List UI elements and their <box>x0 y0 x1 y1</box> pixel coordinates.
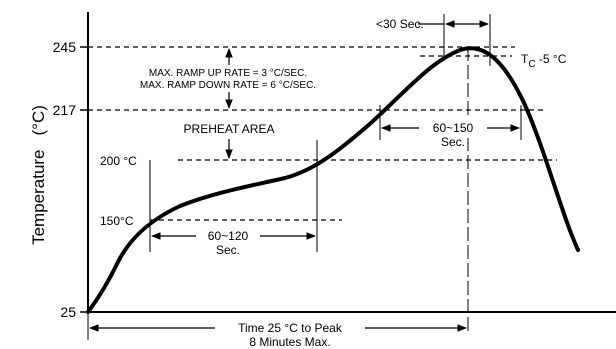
label-60-150-sec: Sec. <box>441 135 465 149</box>
label-ramp-up: MAX. RAMP UP RATE = 3 °C/SEC. <box>149 68 307 79</box>
reflow-profile-curve <box>86 46 580 314</box>
label-time-max: 8 Minutes Max. <box>249 335 330 349</box>
label-60-150: 60~150 <box>433 121 474 135</box>
label-lt30-sec: <30 Sec. <box>376 17 424 31</box>
tick-label-217: 217 <box>53 102 77 118</box>
label-150c: 150°C <box>100 214 134 228</box>
label-60-120-sec: Sec. <box>216 243 240 257</box>
label-time-to-peak: Time 25 °C to Peak <box>238 321 343 335</box>
tick-label-245: 245 <box>53 39 77 55</box>
label-ramp-down: MAX. RAMP DOWN RATE = 6 °C/SEC. <box>140 80 316 91</box>
label-preheat-area: PREHEAT AREA <box>184 122 275 136</box>
y-axis-label: Temperature(°C) <box>29 105 48 245</box>
tick-label-25: 25 <box>60 304 76 320</box>
label-200c: 200 °C <box>100 154 137 168</box>
label-60-120: 60~120 <box>208 229 249 243</box>
label-tc-minus-5: TC -5 °C <box>521 52 567 70</box>
